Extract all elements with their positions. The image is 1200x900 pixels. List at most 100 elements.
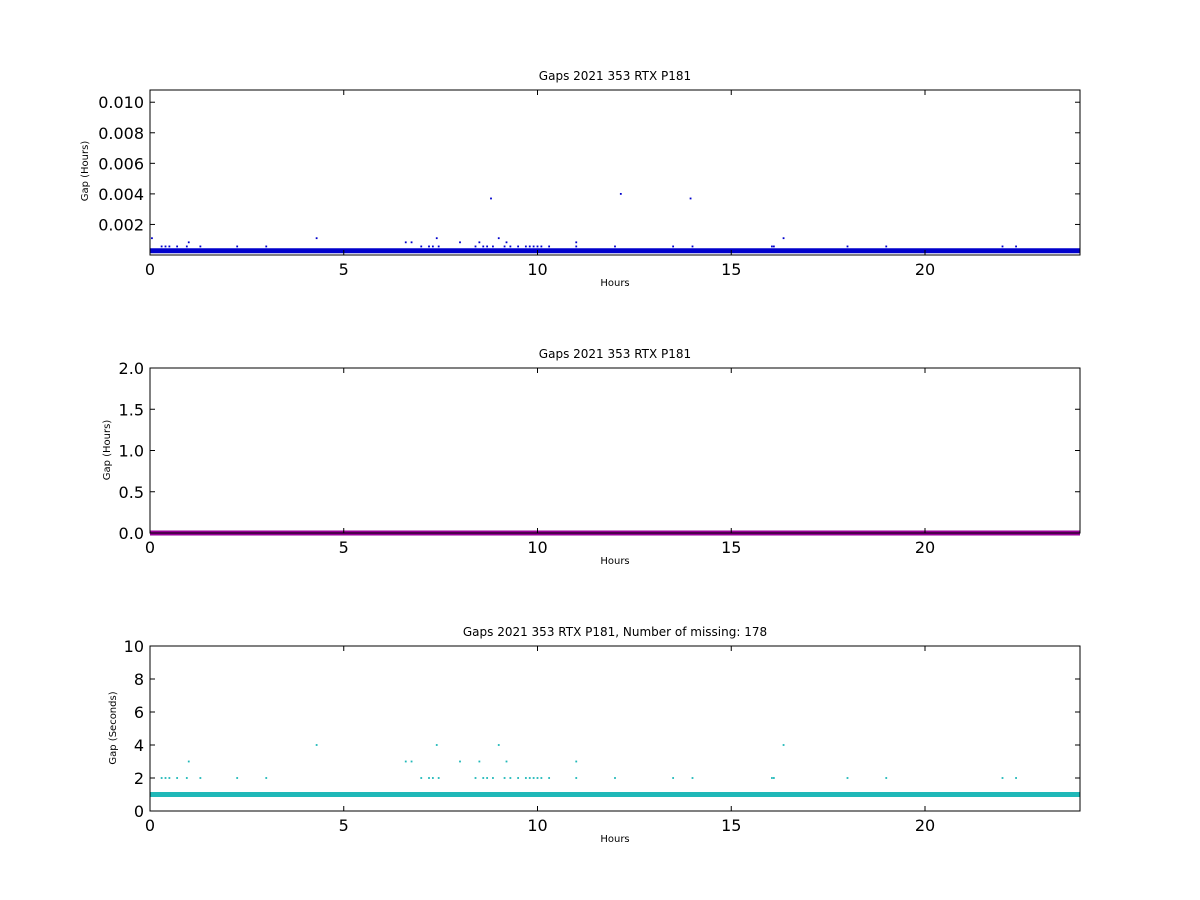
data-point	[428, 777, 430, 779]
data-point	[176, 777, 179, 779]
data-point	[548, 777, 551, 779]
data-point	[164, 777, 167, 779]
data-point	[478, 760, 481, 763]
subplot-3-xlabel: Hours	[600, 834, 629, 845]
subplot-2-title: Gaps 2021 353 RTX P181	[539, 347, 691, 361]
x-tick-label: 10	[527, 260, 547, 279]
data-point	[199, 245, 202, 248]
y-tick-label: 1.5	[119, 400, 144, 419]
y-tick-label: 10	[124, 637, 144, 656]
data-point	[410, 760, 413, 763]
x-tick-label: 15	[721, 816, 741, 835]
data-point	[404, 760, 407, 763]
data-point	[437, 245, 440, 248]
data-point	[187, 760, 190, 763]
data-point	[503, 777, 506, 779]
data-point	[885, 245, 888, 248]
y-tick-label: 0.002	[98, 215, 144, 234]
data-point	[168, 777, 171, 779]
data-point	[459, 241, 461, 244]
data-point	[497, 237, 500, 240]
data-point	[151, 237, 153, 240]
subplot-1-title: Gaps 2021 353 RTX P181	[539, 69, 691, 83]
data-point	[486, 777, 489, 779]
data-point	[199, 777, 202, 779]
data-point	[315, 744, 318, 746]
y-tick-label: 0.0	[119, 524, 144, 543]
data-point	[672, 777, 675, 779]
data-point	[517, 777, 520, 779]
data-point	[528, 777, 531, 779]
data-point	[509, 245, 512, 248]
data-point	[486, 245, 489, 248]
y-tick-label: 1.0	[119, 442, 144, 461]
data-point	[528, 245, 531, 248]
data-point	[548, 245, 551, 248]
data-point	[176, 245, 179, 248]
x-tick-label: 10	[527, 538, 547, 557]
data-point	[524, 245, 527, 248]
y-tick-label: 0.010	[98, 93, 144, 112]
data-point	[1015, 777, 1017, 779]
data-point	[691, 245, 694, 248]
y-tick-label: 0.5	[119, 483, 144, 502]
x-tick-label: 20	[915, 260, 935, 279]
x-tick-label: 0	[145, 816, 155, 835]
data-point	[420, 245, 423, 248]
subplot-1-ylabel: Gap (Hours)	[80, 141, 91, 202]
y-tick-label: 0.004	[98, 185, 144, 204]
subplot-2-xlabel: Hours	[600, 556, 629, 567]
data-point	[505, 241, 508, 244]
data-point	[315, 237, 318, 240]
data-point	[482, 777, 485, 779]
data-point	[497, 744, 500, 746]
data-point	[505, 760, 508, 763]
x-tick-label: 5	[339, 260, 349, 279]
data-point	[846, 777, 849, 779]
data-point	[265, 777, 268, 779]
data-point	[1001, 777, 1004, 779]
data-point	[1001, 245, 1004, 248]
data-point	[503, 245, 506, 248]
y-tick-label: 2.0	[119, 359, 144, 378]
y-tick-label: 4	[134, 736, 144, 755]
data-point	[509, 777, 512, 779]
data-point	[236, 777, 239, 779]
data-point	[431, 777, 434, 779]
subplot-2-ylabel: Gap (Hours)	[102, 420, 113, 481]
data-point	[689, 197, 692, 200]
data-point	[185, 245, 188, 248]
data-point	[532, 777, 535, 779]
data-point	[160, 777, 163, 779]
x-tick-label: 5	[339, 538, 349, 557]
subplot-1-xlabel: Hours	[600, 278, 629, 289]
data-point	[772, 245, 775, 248]
data-point	[532, 245, 535, 248]
data-point	[187, 241, 190, 244]
data-point	[614, 245, 616, 248]
x-tick-label: 15	[721, 260, 741, 279]
data-point	[431, 245, 434, 248]
data-point	[575, 241, 578, 244]
data-point	[428, 245, 430, 248]
data-point	[435, 237, 438, 240]
data-point	[619, 192, 622, 195]
data-point	[614, 777, 616, 779]
data-point	[782, 237, 785, 240]
x-tick-label: 0	[145, 260, 155, 279]
data-point	[782, 744, 785, 746]
y-tick-label: 0.006	[98, 154, 144, 173]
data-point	[771, 245, 773, 248]
data-point	[185, 777, 188, 779]
data-point	[524, 777, 527, 779]
data-point	[492, 245, 494, 248]
data-point	[575, 777, 578, 779]
data-point	[771, 777, 773, 779]
x-tick-label: 20	[915, 538, 935, 557]
data-point	[672, 245, 675, 248]
data-point	[540, 777, 543, 779]
data-point	[474, 245, 477, 248]
data-point	[885, 777, 888, 779]
y-tick-label: 8	[134, 670, 144, 689]
x-tick-label: 20	[915, 816, 935, 835]
